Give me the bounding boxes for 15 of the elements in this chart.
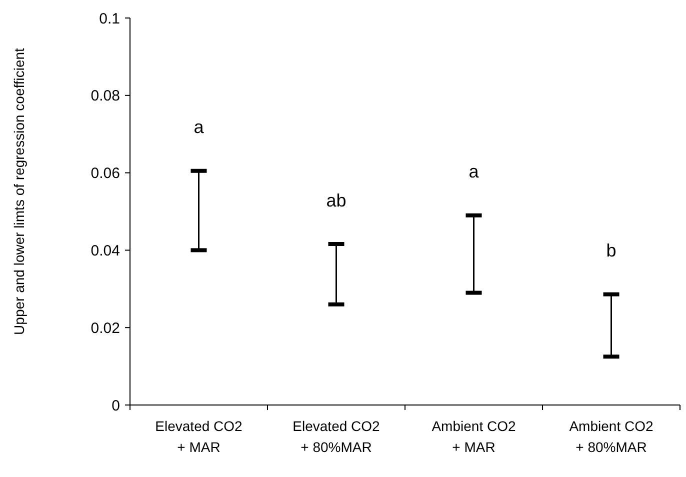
- annotation: ab: [326, 190, 346, 210]
- y-tick-label: 0.08: [90, 88, 120, 105]
- y-tick-label: 0.04: [90, 242, 120, 260]
- y-tick-label: 0: [112, 397, 120, 414]
- x-tick-label: Elevated CO2 + MAR: [155, 418, 243, 455]
- annotation: b: [606, 240, 616, 261]
- y-tick-label: 0.02: [90, 320, 120, 337]
- annotation: a: [468, 162, 480, 182]
- y-tick-label: 0.06: [90, 165, 120, 182]
- annotation: a: [194, 117, 205, 138]
- y-tick-label: 0.1: [99, 10, 120, 28]
- x-tick-label: Ambient CO2 + MAR: [432, 418, 516, 455]
- x-tick-label: Ambient CO2 + 80%MAR: [569, 418, 654, 455]
- x-tick-label: Elevated CO2 + 80%MAR: [292, 418, 380, 455]
- y-axis-title: Upper and lower limts of regression coefficient: [11, 48, 27, 335]
